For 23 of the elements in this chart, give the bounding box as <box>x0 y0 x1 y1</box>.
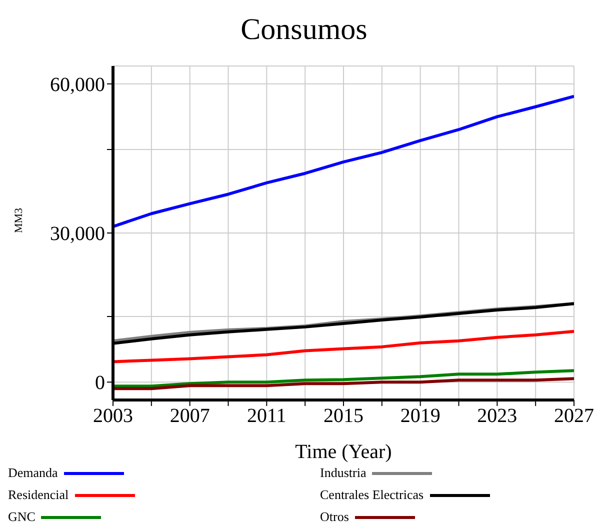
x-tick-label: 2023 <box>477 405 518 428</box>
x-tick-label: 2007 <box>170 405 210 428</box>
legend-label: Industria <box>320 465 366 481</box>
x-axis-title: Time (Year) <box>295 441 392 463</box>
line-series <box>113 377 574 390</box>
legend-label: Demanda <box>8 465 58 481</box>
line-series <box>113 94 574 228</box>
y-tick-label: 30,000 <box>50 223 105 246</box>
legend-label: Centrales Electricas <box>320 487 424 503</box>
x-tick-label: 2015 <box>324 405 364 428</box>
line-series <box>113 330 574 364</box>
legend-label: Residencial <box>8 487 69 503</box>
x-tick-label: 2011 <box>247 405 286 428</box>
y-tick-label: 60,000 <box>50 74 105 96</box>
legend-label: GNC <box>8 509 36 525</box>
chart-title: Consumos <box>240 12 368 48</box>
line-series <box>113 369 574 388</box>
legend-label: Otros <box>320 509 349 525</box>
x-tick-label: 2027 <box>554 405 594 428</box>
y-tick-label: 0 <box>95 372 105 394</box>
y-axis-title: MM3 <box>12 207 25 233</box>
x-tick-label: 2003 <box>93 405 133 428</box>
x-tick-label: 2019 <box>400 405 440 428</box>
